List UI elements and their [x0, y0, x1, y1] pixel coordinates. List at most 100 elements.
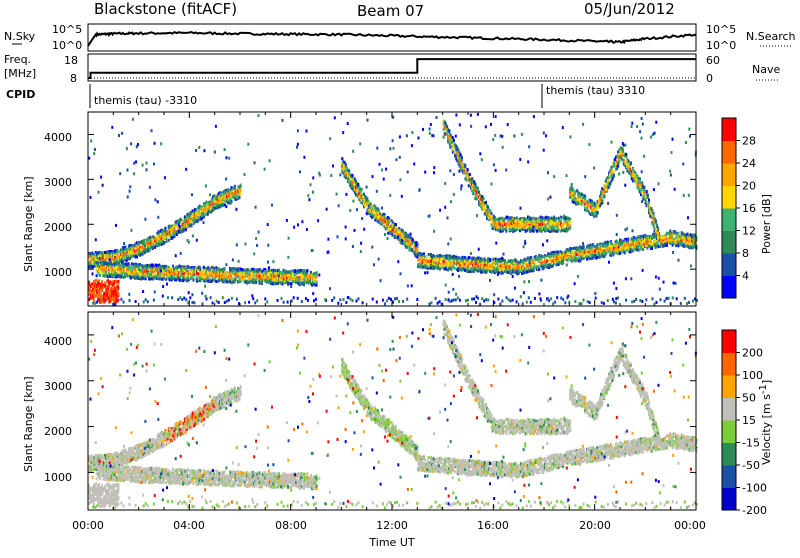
power-echo-point	[478, 191, 480, 194]
power-echo-point	[185, 275, 187, 278]
power-echo-point	[461, 156, 463, 159]
power-echo-point	[503, 219, 505, 222]
power-echo-point	[183, 228, 185, 231]
freq-panel-frame	[88, 54, 696, 81]
power-echo-point	[185, 228, 187, 231]
beam-label: Beam 07	[357, 2, 424, 20]
power-echo-point	[556, 217, 558, 220]
freq-label: Freq.	[4, 53, 31, 66]
power-echo-point	[275, 269, 277, 272]
power-echo-point	[438, 261, 440, 264]
power-echo-point	[527, 264, 529, 267]
power-echo-point	[378, 209, 380, 212]
freq-tick-low: 8	[70, 72, 77, 85]
power-echo-point	[440, 258, 442, 261]
power-echo-point	[388, 221, 390, 224]
power-echo-point	[434, 257, 436, 260]
power-echo-point	[144, 251, 146, 254]
power-echo-point	[483, 197, 485, 200]
power-echo-point	[203, 266, 205, 269]
power-echo-point	[546, 225, 548, 228]
power-echo-point	[388, 217, 390, 220]
power-echo-point	[550, 220, 552, 223]
power-echo-point	[240, 189, 242, 192]
power-echo-point	[129, 265, 131, 268]
power-echo-point	[464, 165, 466, 168]
power-echo-point	[191, 224, 193, 227]
power-echo-point	[384, 215, 386, 218]
power-echo-point	[89, 252, 91, 255]
power-echo-point	[538, 229, 540, 232]
nsky-label: N.Sky	[4, 30, 36, 43]
freq-unit-label: [MHz]	[4, 67, 36, 80]
power-echo-point	[591, 247, 593, 250]
power-echo-point	[159, 273, 161, 276]
power-echo-point	[461, 259, 463, 262]
power-echo-point	[357, 183, 359, 186]
power-echo-point	[515, 259, 517, 262]
power-echo-point	[135, 249, 137, 252]
power-echo-point	[569, 220, 571, 223]
power-echo-point	[444, 132, 446, 135]
power-echo-point	[533, 217, 535, 220]
power-echo-point	[491, 215, 493, 218]
power-echo-point	[437, 254, 439, 257]
power-echo-point	[526, 218, 528, 221]
power-echo-point	[174, 235, 176, 238]
power-echo-point	[439, 267, 441, 270]
power-echo-point	[303, 282, 305, 285]
power-echo-point	[427, 257, 429, 260]
power-echo-point	[348, 170, 350, 173]
cpid-label: CPID	[6, 88, 35, 101]
power-echo-point	[124, 268, 126, 271]
power-echo-point	[392, 234, 394, 237]
sky-right-tick-low: 10^0	[706, 39, 736, 52]
power-echo-point	[163, 277, 165, 280]
power-echo-point	[168, 239, 170, 242]
power-echo-point	[205, 270, 207, 273]
power-echo-point	[546, 260, 548, 263]
power-echo-point	[530, 217, 532, 220]
power-echo-point	[239, 196, 241, 199]
power-echo-point	[464, 265, 466, 268]
power-echo-point	[538, 268, 540, 271]
power-echo-point	[287, 282, 289, 285]
power-echo-point	[453, 139, 455, 142]
power-echo-point	[96, 274, 98, 277]
power-echo-point	[130, 276, 132, 279]
power-echo-point	[166, 238, 168, 241]
power-echo-point	[501, 267, 503, 270]
power-echo-point	[122, 262, 124, 265]
power-echo-point	[500, 230, 502, 233]
power-echo-point	[163, 242, 165, 245]
power-echo-point	[142, 277, 144, 280]
power-echo-point	[502, 227, 504, 230]
power-echo-point	[470, 262, 472, 265]
power-echo-point	[96, 261, 98, 264]
power-echo-point	[460, 154, 462, 157]
power-echo-point	[209, 201, 211, 204]
power-echo-point	[530, 256, 532, 259]
power-echo-point	[590, 244, 592, 247]
power-echo-point	[491, 212, 493, 215]
freq-tick-high: 18	[64, 54, 78, 67]
power-echo-point	[592, 257, 594, 260]
power-echo-point	[523, 258, 525, 261]
power-echo-point	[467, 168, 469, 171]
power-echo-point	[223, 267, 225, 270]
power-echo-point	[505, 230, 507, 233]
power-echo-point	[534, 267, 536, 270]
power-echo-point	[152, 271, 154, 274]
power-echo-point	[441, 255, 443, 258]
power-echo-point	[536, 229, 538, 232]
power-echo-point	[586, 251, 588, 254]
sky-left-tick-high: 10^5	[52, 23, 82, 36]
power-echo-point	[500, 226, 502, 229]
power-echo-point	[240, 185, 242, 188]
power-echo-point	[235, 279, 237, 282]
power-echo-point	[461, 159, 463, 162]
power-echo-point	[542, 217, 544, 220]
power-echo-point	[99, 271, 101, 274]
power-echo-point	[560, 220, 562, 223]
